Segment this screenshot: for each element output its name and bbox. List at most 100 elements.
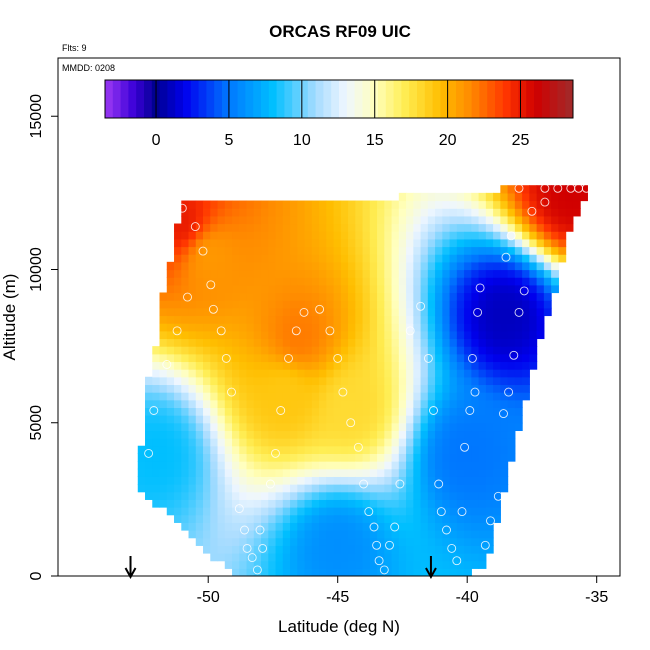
heatmap-cell [391,499,400,508]
heatmap-cell [275,545,284,554]
heatmap-cell [355,323,364,332]
heatmap-cell [195,376,204,386]
heatmap-cell [500,192,509,202]
heatmap-cell [384,269,393,278]
heatmap-cell [493,323,501,332]
heatmap-cell [232,407,240,416]
heatmap-cell [159,430,168,439]
heatmap-cell [406,369,414,378]
heatmap-cell [493,353,501,363]
heatmap-cell [507,208,516,217]
heatmap-cell [442,315,451,324]
heatmap-cell [246,407,255,416]
heatmap-cell [261,261,269,271]
sample-point [423,353,433,363]
heatmap-cell [275,499,284,508]
heatmap-cell [275,568,284,576]
heatmap-cell [224,384,233,393]
heatmap-cell [246,269,255,278]
heatmap-cell [355,369,364,378]
colorbar-tick-label: 0 [152,132,161,149]
colorbar-frame [104,79,574,119]
heatmap-cell [398,307,407,317]
heatmap-cell [319,445,327,454]
colorbar-segment [557,80,566,118]
heatmap-cell [188,384,197,393]
heatmap-cell [311,215,320,225]
heatmap-cell [442,200,451,209]
heatmap-cell [210,254,219,263]
colorbar-segment [354,80,363,118]
heatmap-cell [246,323,255,332]
heatmap-cell [181,484,190,493]
heatmap-cell [340,522,349,531]
heatmap-cell [406,461,414,470]
heatmap-cell [253,323,262,332]
heatmap-cell [572,200,581,209]
heatmap-cell [348,369,356,378]
heatmap-cell [456,376,465,386]
heatmap-cell [391,415,400,424]
heatmap-cell [420,338,429,347]
heatmap-cell [464,407,472,416]
heatmap-cell [413,254,422,263]
heatmap-cell [253,445,262,454]
heatmap-cell [145,415,153,424]
colorbar-segment [495,80,504,118]
heatmap-cell [137,461,146,470]
heatmap-cell [326,353,335,363]
heatmap-cell [203,369,211,378]
heatmap-cell [348,300,356,309]
colorbar-segment [448,80,457,118]
heatmap-cell [239,208,248,217]
heatmap-cell [500,307,509,317]
colorbar-segment [292,80,301,118]
heatmap-cell [239,499,248,508]
heatmap-cell [435,231,443,240]
heatmap-cell [377,484,385,493]
heatmap-cell [159,453,168,462]
heatmap-cell [449,476,458,485]
heatmap-cell [311,392,320,401]
heatmap-cell [297,223,306,232]
heatmap-cell [471,384,480,393]
heatmap-cell [232,200,240,209]
colorbar-segment [307,80,317,118]
sample-point [284,353,293,363]
heatmap-cell [290,445,298,454]
heatmap-cell [485,376,494,386]
heatmap-cell [268,338,277,347]
heatmap-cell [319,200,327,209]
heatmap-cell [427,545,436,554]
heatmap-cell [427,353,436,363]
heatmap-cell [333,323,342,332]
sample-point [504,387,514,397]
heatmap-cell [420,537,429,546]
heatmap-cell [217,407,226,416]
heatmap-cell [348,346,356,355]
heatmap-cell [478,468,487,477]
heatmap-cell [188,514,197,523]
heatmap-cell [246,330,255,340]
heatmap-cell [159,361,168,370]
heatmap-cell [224,353,233,363]
heatmap-cell [311,560,320,569]
heatmap-cell [268,445,277,454]
heatmap-cell [195,200,204,209]
heatmap-cell [471,208,480,217]
heatmap-cell [413,208,422,217]
heatmap-cell [195,453,204,462]
heatmap-cell [551,192,559,202]
heatmap-cell [536,254,545,263]
heatmap-cell [275,430,284,439]
heatmap-cell [449,261,458,271]
heatmap-cell [449,415,458,424]
heatmap-cell [348,445,356,454]
heatmap-cell [319,369,327,378]
heatmap-cell [246,522,255,531]
heatmap-cell [181,238,190,248]
heatmap-cell [500,399,509,409]
heatmap-cell [369,392,378,401]
heatmap-cell [355,384,364,393]
